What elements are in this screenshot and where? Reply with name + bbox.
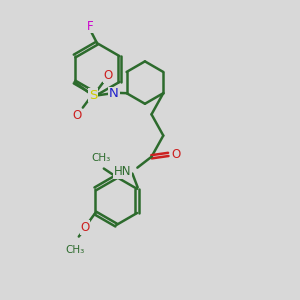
Text: HN: HN (114, 165, 131, 178)
Text: O: O (81, 221, 90, 234)
Text: S: S (88, 89, 97, 102)
Text: N: N (109, 87, 119, 100)
Text: F: F (87, 20, 94, 32)
Text: O: O (172, 148, 181, 161)
Text: O: O (103, 69, 113, 82)
Text: O: O (72, 109, 82, 122)
Text: CH₃: CH₃ (92, 153, 111, 163)
Text: CH₃: CH₃ (66, 245, 85, 255)
